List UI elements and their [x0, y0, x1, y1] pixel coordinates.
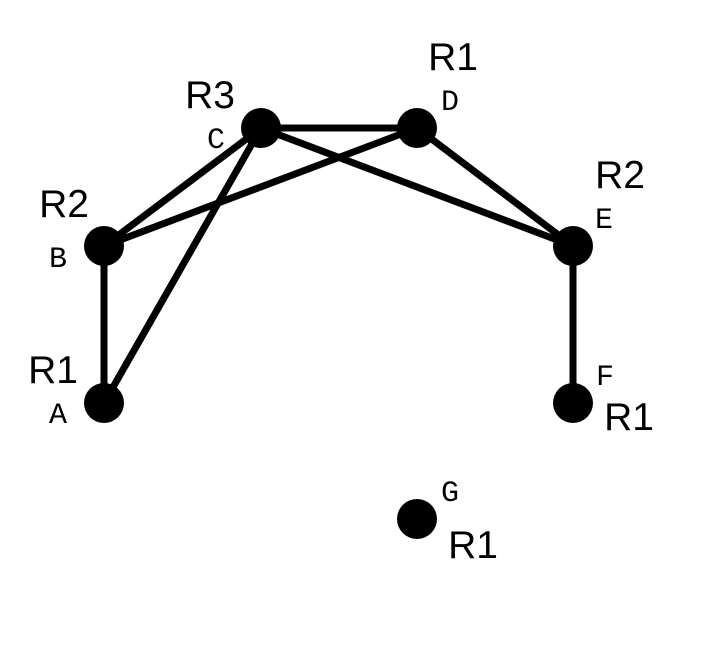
node-f-region-label: R1	[604, 396, 654, 439]
node-c-name-label: C	[207, 124, 225, 158]
node-e-name-label: E	[595, 204, 613, 238]
node-d	[397, 108, 437, 148]
node-b-name-label: B	[49, 243, 67, 277]
node-b-region-label: R2	[39, 183, 89, 226]
edge-c-e	[257, 124, 577, 250]
node-e-region-label: R2	[595, 154, 645, 197]
edge-b-c	[100, 124, 265, 250]
edge-b-d	[100, 124, 421, 250]
node-a-region-label: R1	[28, 349, 78, 392]
edges-layer	[100, 124, 577, 407]
node-d-name-label: D	[441, 86, 459, 120]
node-f-name-label: F	[596, 361, 614, 395]
node-a	[84, 383, 124, 423]
node-a-name-label: A	[49, 399, 67, 433]
node-g	[397, 499, 437, 539]
node-g-name-label: G	[441, 477, 459, 511]
node-f	[553, 383, 593, 423]
node-b	[84, 226, 124, 266]
node-g-region-label: R1	[448, 524, 498, 567]
node-d-region-label: R1	[428, 36, 478, 79]
edge-d-e	[413, 124, 577, 250]
node-c	[241, 108, 281, 148]
node-e	[553, 226, 593, 266]
node-c-region-label: R3	[185, 74, 235, 117]
nodes-layer	[84, 108, 593, 539]
edge-a-c	[100, 124, 265, 407]
